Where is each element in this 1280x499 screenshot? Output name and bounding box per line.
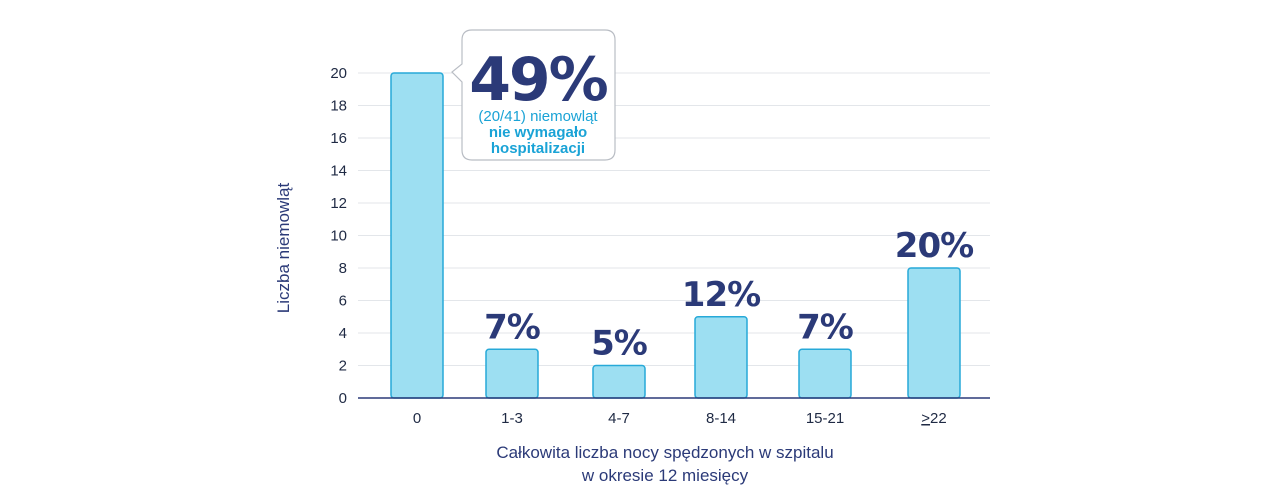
x-tick-label: 8-14 [706,410,736,427]
bar-data-label: 5% [591,324,647,364]
y-tick-label: 20 [330,65,347,82]
bar [390,72,444,399]
y-tick-label: 8 [339,260,347,277]
x-axis-label-line2: w okresie 12 miesięcy [581,466,749,485]
bar-data-label: 12% [682,275,760,315]
x-tick-label: 4-7 [608,410,630,427]
bar [485,348,539,399]
callout-text-line1: (20/41) niemowląt [478,108,598,125]
x-tick-label: 1-3 [501,410,523,427]
y-tick-label: 6 [339,293,347,310]
bar [592,364,646,399]
y-tick-label: 12 [330,195,347,212]
data-labels: 7% 5% 12% 7% 20% [484,226,974,364]
x-tick-labels: 0 1-3 4-7 8-14 15-21 >22 [413,410,947,427]
callout-percentage: 49% [469,45,607,115]
y-tick-labels: 0 2 4 6 8 10 12 14 16 18 20 [330,65,347,407]
bar [694,316,748,399]
grid-lines [358,72,990,366]
x-tick-label: 0 [413,410,421,427]
bars [390,72,961,399]
x-tick-label: >22 [921,410,946,427]
bar-data-label: 7% [797,307,853,347]
bar-data-label: 7% [484,307,540,347]
y-tick-label: 18 [330,98,347,115]
callout-text-line3: hospitalizacji [491,140,585,157]
x-axis-label-line1: Całkowita liczba nocy spędzonych w szpit… [496,443,833,462]
y-axis-label: Liczba niemowląt [274,183,293,314]
callout-box: 49% (20/41) niemowląt nie wymagało hospi… [451,29,616,161]
y-tick-label: 0 [339,390,347,407]
y-tick-label: 16 [330,130,347,147]
y-tick-label: 4 [339,325,347,342]
callout-bubble [451,29,616,161]
callout-text-line2: nie wymagało [489,124,587,141]
y-tick-label: 10 [330,228,347,245]
y-tick-label: 2 [339,358,347,375]
x-tick-label: 15-21 [806,410,844,427]
bar-data-label: 20% [895,226,973,266]
bar [798,348,852,399]
y-tick-label: 14 [330,163,347,180]
bar [907,267,961,399]
